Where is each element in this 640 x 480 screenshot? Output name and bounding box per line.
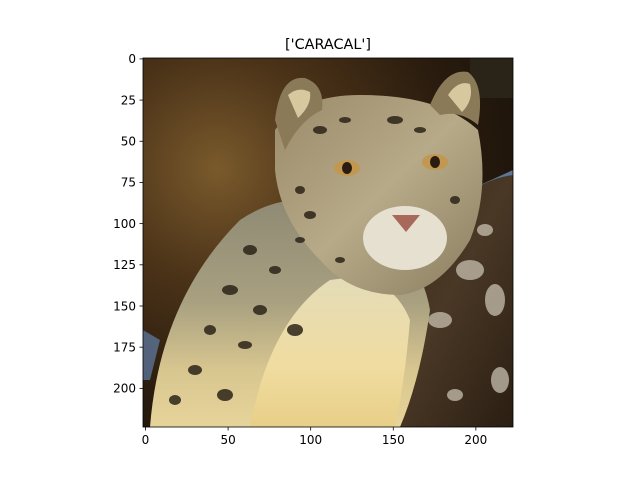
x-tick-label: 100 <box>299 433 322 447</box>
y-tick-label: 150 <box>113 299 136 313</box>
chart-title: ['CARACAL'] <box>285 37 371 53</box>
y-tick-label: 25 <box>121 93 136 107</box>
y-tick-label: 50 <box>121 135 136 149</box>
y-tick-label: 75 <box>121 176 136 190</box>
y-tick-label: 200 <box>113 382 136 396</box>
y-tick-label: 175 <box>113 340 136 354</box>
y-tick-label: 100 <box>113 217 136 231</box>
y-tick-label: 125 <box>113 258 136 272</box>
y-tick-label: 0 <box>128 52 136 66</box>
x-tick-label: 200 <box>464 433 487 447</box>
x-tick-label: 150 <box>382 433 405 447</box>
x-tick-label: 0 <box>142 433 150 447</box>
x-tick-label: 50 <box>220 433 235 447</box>
axes-frame <box>142 57 514 428</box>
x-axis: 0 50 100 150 200 <box>142 427 487 447</box>
y-axis: 0 25 50 75 100 125 150 175 200 <box>113 52 143 396</box>
photo-image <box>143 58 513 427</box>
